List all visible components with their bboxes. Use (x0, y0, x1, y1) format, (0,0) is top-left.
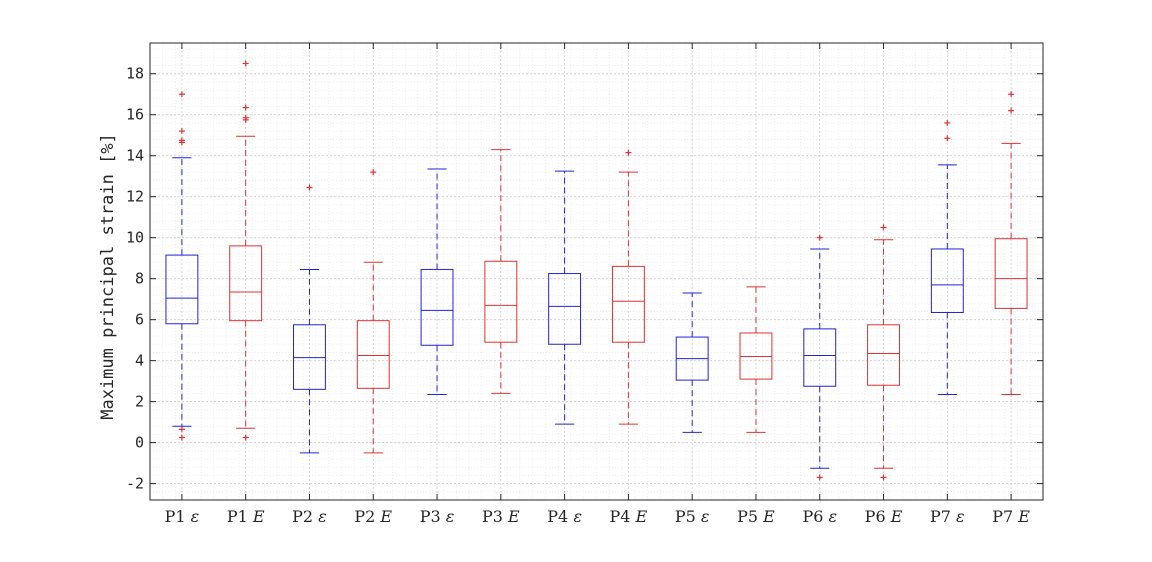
y-tick-label: 18 (126, 65, 144, 83)
x-tick-label: P7 ε (930, 507, 965, 526)
box-iqr (994, 238, 1028, 309)
outlier-marker (242, 434, 249, 441)
outlier-marker (242, 60, 249, 67)
outlier-marker (1008, 91, 1015, 98)
outlier-marker (242, 114, 249, 121)
x-tick-label: P5 E (737, 507, 775, 526)
box-P5-ε (675, 292, 709, 433)
axis-ticks: -2 0 2 4 6 8 10 12 14 16 18 P1 ε P1 E P2 ε P2 E P3 ε P3 … (126, 43, 1043, 526)
box-P6-E (867, 224, 900, 481)
box-iqr (229, 245, 263, 322)
y-tick-label: 12 (126, 188, 144, 206)
box-iqr (356, 320, 390, 389)
y-tick-label: 2 (135, 393, 144, 411)
y-tick-label: 16 (126, 106, 144, 124)
x-tick-label: P4 ε (547, 507, 582, 526)
x-tick-label: P3 ε (420, 507, 455, 526)
x-tick-label: P1 E (227, 507, 265, 526)
box-iqr (548, 273, 582, 345)
box-iqr (803, 328, 837, 387)
x-tick-label: P4 E (610, 507, 648, 526)
y-tick-label: 14 (126, 147, 144, 165)
y-tick-label: 0 (135, 434, 144, 452)
x-tick-label: P5 ε (675, 507, 710, 526)
axes-frame (149, 42, 1044, 501)
box-iqr (484, 260, 518, 343)
box-P2-ε (293, 184, 326, 454)
y-axis-label: Maximum principal strain [%] (98, 133, 118, 420)
box-P4-ε (548, 170, 582, 425)
box-P7-ε (930, 119, 964, 395)
grid (149, 43, 1044, 501)
y-tick-label: 8 (135, 270, 144, 288)
box-P1-ε (165, 91, 199, 441)
box-P3-E (484, 149, 518, 394)
outlier-marker (178, 91, 185, 98)
outlier-marker (178, 426, 185, 433)
x-tick-label: P3 E (482, 507, 520, 526)
y-tick-label: 4 (135, 352, 144, 370)
outlier-marker (178, 128, 185, 135)
outlier-marker (880, 224, 887, 231)
x-tick-label: P2 ε (292, 507, 327, 526)
box-iqr (165, 254, 199, 325)
box-P6-ε (803, 234, 837, 481)
outlier-marker (1008, 107, 1015, 114)
y-tick-label: 10 (126, 229, 144, 247)
outlier-marker (306, 184, 313, 191)
outlier-marker (944, 135, 951, 142)
outlier-marker (178, 434, 185, 441)
x-tick-label: P7 E (992, 507, 1030, 526)
x-tick-label: P2 E (354, 507, 392, 526)
box-iqr (739, 332, 773, 380)
box-P2-E (356, 169, 390, 454)
box-P5-E (739, 286, 773, 433)
x-tick-label: P6 ε (802, 507, 837, 526)
outlier-marker (625, 149, 632, 156)
box-P7-E (994, 91, 1028, 395)
box-iqr (930, 248, 964, 313)
y-tick-label: -2 (126, 475, 144, 493)
box-iqr (420, 268, 454, 346)
x-tick-label: P6 E (865, 507, 903, 526)
box-series (165, 60, 1028, 481)
box-P1-E (229, 60, 263, 441)
outlier-marker (370, 169, 377, 176)
box-P3-ε (420, 168, 454, 395)
x-tick-label: P1 ε (165, 507, 200, 526)
outlier-marker (242, 104, 249, 111)
box-iqr (867, 324, 900, 386)
outlier-marker (178, 137, 185, 144)
outlier-marker (816, 474, 823, 481)
outlier-marker (816, 234, 823, 241)
box-P4-E (611, 149, 645, 425)
box-iqr (611, 265, 645, 343)
outlier-marker (944, 119, 951, 126)
box-iqr (293, 324, 326, 390)
outlier-marker (880, 474, 887, 481)
y-tick-label: 6 (135, 311, 144, 329)
